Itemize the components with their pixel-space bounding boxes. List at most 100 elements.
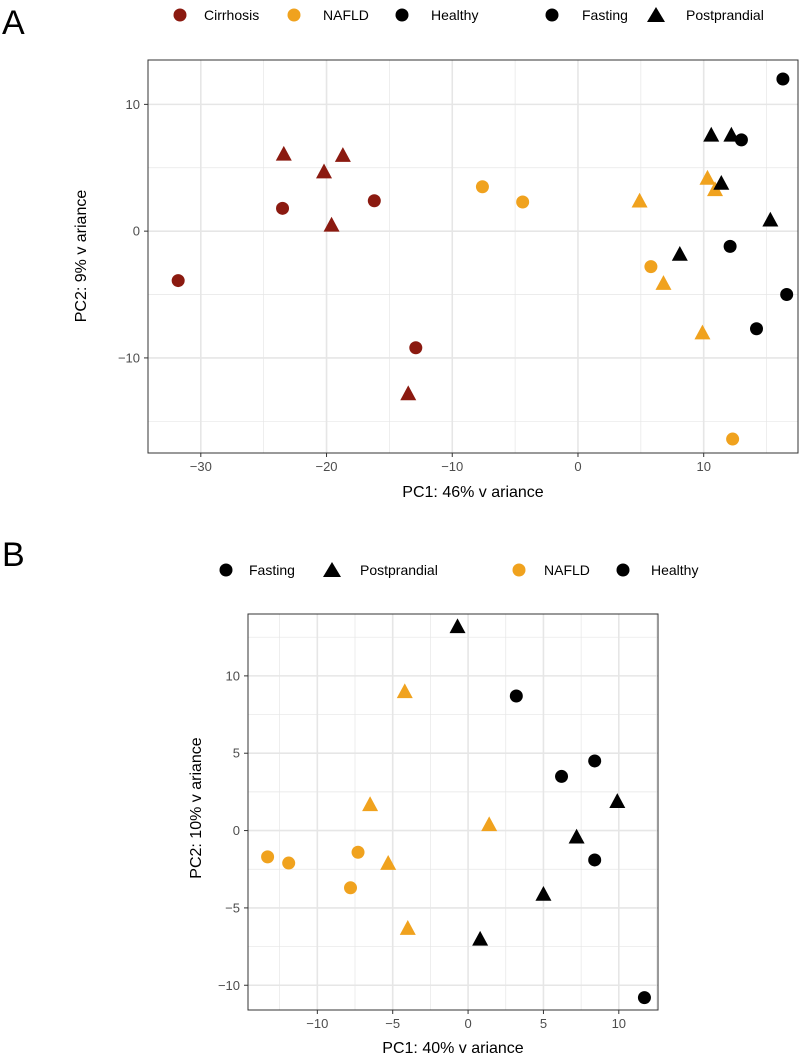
legend-b-postprandial-label: Postprandial xyxy=(360,562,438,578)
panel-b-nafld-fasting-point xyxy=(282,856,296,870)
panel-a-xtick-label: −20 xyxy=(315,459,337,474)
panel-a-cirrhosis-fasting-point xyxy=(276,201,290,215)
panel-a-ticks: −30 −20 −10 0 10 −10 0 10 xyxy=(118,97,711,474)
panel-a-xtick-label: 10 xyxy=(696,459,710,474)
panel-b-nafld-fasting-point xyxy=(351,845,365,859)
panel-a-healthy-postprandial-point xyxy=(703,126,720,142)
panel-b-gridlines xyxy=(248,614,658,1010)
panel-b-points xyxy=(261,618,651,1005)
panel-b-healthy-postprandial-point xyxy=(609,793,626,808)
panel-a-nafld-fasting-point xyxy=(726,432,740,446)
panel-a-nafld-fasting-point xyxy=(475,180,489,194)
panel-a-healthy-fasting-point xyxy=(734,133,748,147)
panel-b-ylabel: PC2: 10% v ariance xyxy=(188,737,205,879)
panel-a-label: A xyxy=(2,4,25,42)
panel-b-healthy-fasting-point xyxy=(509,689,523,703)
panel-b-ytick-label: 10 xyxy=(226,668,240,683)
panel-b-nafld-fasting-point xyxy=(261,850,275,864)
legend-a-cirrhosis-label: Cirrhosis xyxy=(204,7,259,23)
panel-a-xtick-label: −30 xyxy=(190,459,212,474)
legend-b-healthy-label: Healthy xyxy=(651,562,698,578)
panel-b-nafld-postprandial-point xyxy=(481,816,498,832)
panel-b-healthy-fasting-point xyxy=(588,853,602,867)
panel-a-cirrhosis-postprandial-point xyxy=(323,216,340,232)
panel-a-gridlines xyxy=(148,60,798,453)
panel-b-healthy-postprandial-point xyxy=(472,930,489,946)
legend-a-fasting-label: Fasting xyxy=(582,7,628,23)
legend-a-postprandial-swatch xyxy=(647,7,665,22)
panel-b-healthy-fasting-point xyxy=(637,991,651,1005)
panel-a-healthy-postprandial-point xyxy=(713,174,730,190)
panel-a-nafld-postprandial-point xyxy=(699,169,716,185)
panel-a-nafld-postprandial-point xyxy=(631,192,648,208)
legend-a-fasting-swatch xyxy=(545,8,559,22)
panel-b-xlabel: PC1: 40% v ariance xyxy=(382,1040,524,1057)
panel-b-xtick-label: 0 xyxy=(464,1016,471,1031)
legend-b-fasting-label: Fasting xyxy=(249,562,295,578)
legend-a-nafld-swatch xyxy=(287,8,301,22)
panel-b-label: B xyxy=(2,536,25,574)
panel-b-xtick-label: −10 xyxy=(306,1016,328,1031)
legend-b-fasting-swatch xyxy=(219,563,233,577)
panel-a-ytick-label: 0 xyxy=(133,224,140,239)
panel-b-healthy-fasting-point xyxy=(555,769,569,783)
panel-a-cirrhosis-postprandial-point xyxy=(334,147,351,162)
panel-b-xtick-label: 5 xyxy=(540,1016,547,1031)
panel-b-ytick-label: 0 xyxy=(233,823,240,838)
legend-a-cirrhosis-swatch xyxy=(173,8,187,22)
panel-b-nafld-fasting-point xyxy=(344,881,357,895)
legend-b-healthy-swatch xyxy=(616,563,630,577)
panel-b-nafld-postprandial-point xyxy=(362,796,379,812)
panel-b-legend: Fasting Postprandial NAFLD Healthy xyxy=(219,562,698,578)
legend-b-postprandial-swatch xyxy=(323,562,341,577)
panel-b-nafld-postprandial-point xyxy=(380,855,397,870)
panel-a-healthy-fasting-point xyxy=(750,322,764,336)
panel-a-xtick-label: 0 xyxy=(574,459,581,474)
legend-b-nafld-swatch xyxy=(512,563,526,577)
panel-b-ytick-label: −5 xyxy=(225,900,240,915)
panel-a: A Cirrhosis NAFLD Healthy Fasting Postpr… xyxy=(2,4,799,501)
legend-b-nafld-label: NAFLD xyxy=(544,562,590,578)
panel-a-cirrhosis-fasting-point xyxy=(367,194,381,208)
panel-a-cirrhosis-postprandial-point xyxy=(400,385,417,401)
legend-a-nafld-label: NAFLD xyxy=(323,7,369,23)
panel-a-border xyxy=(147,59,799,454)
panel-a-healthy-fasting-point xyxy=(723,239,737,253)
panel-a-ylabel: PC2: 9% v ariance xyxy=(73,190,90,323)
panel-b-xtick-label: 10 xyxy=(612,1016,626,1031)
panel-a-legend: Cirrhosis NAFLD Healthy Fasting Postpran… xyxy=(173,7,764,23)
legend-a-healthy-label: Healthy xyxy=(431,7,478,23)
panel-b: B Fasting Postprandial NAFLD Healthy −10… xyxy=(2,536,698,1057)
panel-a-points xyxy=(171,72,794,446)
panel-a-nafld-postprandial-point xyxy=(655,275,672,290)
panel-a-nafld-postprandial-point xyxy=(694,324,711,340)
panel-a-healthy-postprandial-point xyxy=(762,211,779,227)
panel-b-ticks: −10 −5 0 5 10 −10 −5 0 5 10 xyxy=(218,668,626,1031)
panel-a-ytick-label: −10 xyxy=(118,350,140,365)
panel-a-cirrhosis-postprandial-point xyxy=(316,163,333,179)
panel-a-xtick-label: −10 xyxy=(441,459,463,474)
legend-a-healthy-swatch xyxy=(395,8,409,22)
panel-b-xtick-label: −5 xyxy=(385,1016,400,1031)
panel-b-ytick-label: 5 xyxy=(233,746,240,761)
panel-a-healthy-fasting-point xyxy=(776,72,790,86)
panel-a-cirrhosis-postprandial-point xyxy=(275,145,292,161)
legend-a-postprandial-label: Postprandial xyxy=(686,7,764,23)
panel-a-ytick-label: 10 xyxy=(126,97,140,112)
panel-b-nafld-postprandial-point xyxy=(396,683,413,699)
panel-a-cirrhosis-fasting-point xyxy=(171,274,185,288)
panel-b-healthy-postprandial-point xyxy=(568,828,585,844)
panel-b-healthy-fasting-point xyxy=(588,754,602,768)
panel-a-healthy-postprandial-point xyxy=(723,126,740,142)
panel-a-xlabel: PC1: 46% v ariance xyxy=(402,484,544,501)
panel-b-nafld-postprandial-point xyxy=(399,920,416,935)
panel-b-ytick-label: −10 xyxy=(218,978,240,993)
panel-a-nafld-fasting-point xyxy=(516,195,530,209)
panel-b-border xyxy=(247,613,659,1011)
panel-b-healthy-postprandial-point xyxy=(449,618,466,634)
panel-b-healthy-postprandial-point xyxy=(535,885,552,901)
panel-a-nafld-fasting-point xyxy=(644,260,658,274)
panel-a-healthy-fasting-point xyxy=(780,288,794,302)
panel-a-cirrhosis-fasting-point xyxy=(409,341,423,355)
